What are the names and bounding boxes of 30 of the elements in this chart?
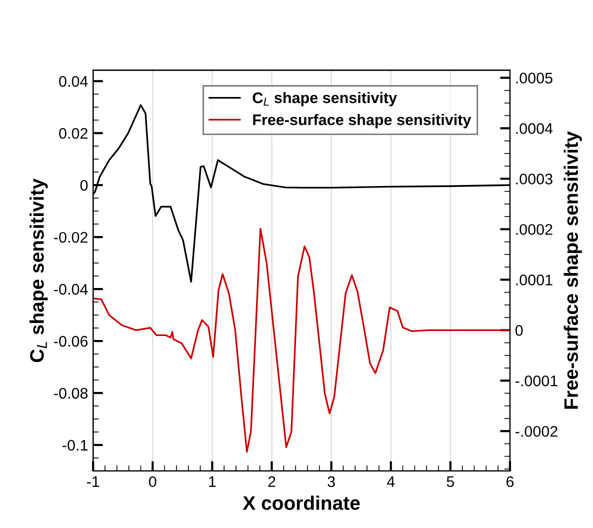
- y-tick-label: -0.08: [54, 388, 88, 399]
- x-axis-title: X coordinate: [242, 496, 360, 510]
- y2-axis-title: Free-surface shape sensitivity: [564, 131, 582, 409]
- y2-tick-label: .0001: [516, 274, 552, 286]
- y-tick-label: -0.1: [62, 440, 88, 451]
- y2-tick-label: .0003: [516, 174, 552, 184]
- x-tick-label: 6: [506, 476, 514, 488]
- x-tick-label: 1: [209, 476, 216, 487]
- y-tick-label: -0.06: [54, 336, 88, 347]
- x-tick-label: 2: [268, 476, 276, 487]
- y2-tick-label: -.0001: [516, 376, 558, 386]
- x-tick-label: 5: [446, 476, 454, 488]
- x-tick-label: 4: [386, 476, 395, 487]
- y-tick-label: 0.02: [59, 128, 88, 139]
- y-tick-label: -0.02: [54, 232, 88, 243]
- y-tick-label: -0.04: [54, 284, 88, 295]
- y2-tick-label: .0004: [516, 123, 553, 134]
- x-tick-label: -1: [86, 476, 100, 487]
- y2-tick-label: .0002: [516, 224, 552, 235]
- y-axis-title: C$_{L}$ shape sensitivity: [30, 178, 48, 362]
- x-tick-label: 0: [149, 476, 156, 488]
- legend-label: C$_{L}$ shape sensitivity: [252, 92, 397, 106]
- y-tick-label: 0: [80, 180, 88, 191]
- x-tick-label: 3: [328, 476, 335, 488]
- y-tick-label: 0.04: [59, 76, 88, 87]
- y2-tick-label: -.0002: [516, 426, 558, 437]
- line-series: [93, 228, 510, 453]
- y2-tick-label: 0: [515, 325, 523, 336]
- legend-label: Free-surface shape sensitivity: [253, 114, 472, 128]
- y2-tick-label: .0005: [516, 72, 552, 84]
